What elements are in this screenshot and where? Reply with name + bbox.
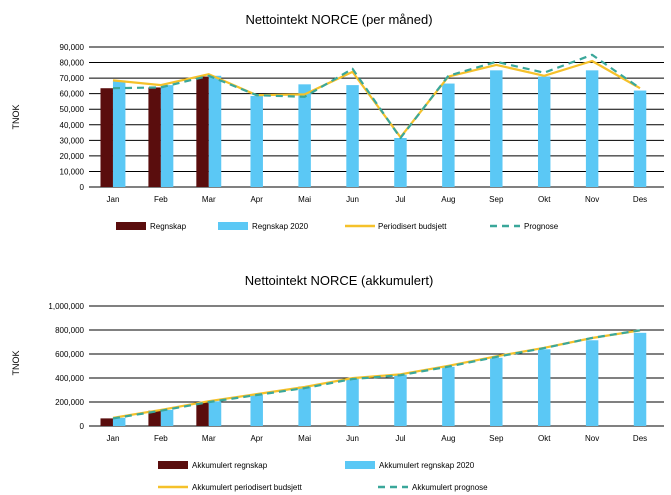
chart1-bar-regnskap-2020 bbox=[346, 85, 359, 187]
chart1-bar-regnskap-2020 bbox=[250, 96, 263, 187]
plot-layer: 0 10,000 20,000 30,000 40,000 50,000 60,000 70,… bbox=[48, 43, 664, 443]
chart1-xtick-label: Okt bbox=[538, 195, 551, 204]
chart1-ytick-label: 40,000 bbox=[60, 121, 85, 130]
chart2-bar-regnskap bbox=[148, 410, 161, 426]
chart1-ytick-label: 20,000 bbox=[60, 152, 85, 161]
chart2-bar-regnskap bbox=[196, 402, 209, 426]
legend-swatch-akk-regnskap bbox=[158, 461, 188, 469]
chart1-bar-regnskap-2020 bbox=[112, 80, 126, 187]
chart1-xtick-label: Feb bbox=[154, 195, 168, 204]
chart2-xtick-label: Okt bbox=[538, 434, 551, 443]
chart2-bar-regnskap-2020 bbox=[585, 340, 599, 426]
chart2-bar-regnskap bbox=[100, 418, 113, 426]
legend-swatch-regnskap bbox=[116, 222, 146, 230]
chart1-xtick-label: Des bbox=[633, 195, 647, 204]
chart1-bar-regnskap bbox=[148, 87, 161, 187]
chart1-xtick-label: Apr bbox=[250, 195, 263, 204]
chart1-xtick-label: Sep bbox=[489, 195, 504, 204]
chart1-bar-regnskap-2020 bbox=[537, 76, 551, 187]
chart1-xtick-label: Jul bbox=[395, 195, 405, 204]
chart1-ytick-label: 90,000 bbox=[60, 43, 85, 52]
chart2-xtick-label: Mar bbox=[202, 434, 216, 443]
chart1-bar-regnskap-2020 bbox=[585, 70, 599, 187]
chart2-bar-regnskap-2020 bbox=[633, 332, 647, 426]
chart2-xtick-label: Sep bbox=[489, 434, 504, 443]
chart1-bar-regnskap-2020 bbox=[633, 90, 647, 187]
chart2-bar-regnskap-2020 bbox=[298, 386, 311, 426]
chart2-bar-regnskap-2020 bbox=[537, 349, 551, 426]
chart1-bar-regnskap bbox=[196, 76, 209, 187]
chart2-bar-regnskap-2020 bbox=[208, 401, 222, 426]
chart1-bar-regnskap bbox=[100, 88, 113, 187]
chart1-xtick-label: Mai bbox=[298, 195, 311, 204]
chart1-bar-regnskap-2020 bbox=[160, 85, 174, 187]
chart1-bar-regnskap-2020 bbox=[442, 83, 455, 187]
chart2-xtick-label: Mai bbox=[298, 434, 311, 443]
legend-label-akk-budsjett: Akkumulert periodisert budsjett bbox=[192, 483, 303, 492]
chart1-ytick-label: 10,000 bbox=[60, 167, 85, 176]
chart2-bar-regnskap-2020 bbox=[160, 409, 174, 426]
chart1-prognose-line bbox=[112, 53, 641, 140]
chart1-xtick-label: Aug bbox=[441, 195, 455, 204]
chart2-bar-regnskap-2020 bbox=[112, 417, 126, 426]
chart1-xtick-label: Mar bbox=[202, 195, 216, 204]
legend-label-akk-regnskap-2020: Akkumulert regnskap 2020 bbox=[379, 461, 475, 470]
chart1-bar-regnskap-2020 bbox=[208, 75, 222, 187]
chart2-title: Nettointekt NORCE (akkumulert) bbox=[245, 273, 434, 288]
legend-label-budsjett: Periodisert budsjett bbox=[378, 222, 447, 231]
chart2-xtick-label: Aug bbox=[441, 434, 455, 443]
legend-swatch-regnskap-2020 bbox=[218, 222, 248, 230]
chart1-title: Nettointekt NORCE (per måned) bbox=[245, 12, 432, 27]
legend-swatch-akk-regnskap-2020 bbox=[345, 461, 375, 469]
chart2-ytick-label: 600,000 bbox=[55, 350, 84, 359]
chart1-bar-regnskap-2020 bbox=[298, 84, 311, 187]
chart2-bar-regnskap-2020 bbox=[250, 394, 263, 426]
legend-label-akk-prognose: Akkumulert prognose bbox=[412, 483, 488, 492]
chart2-xtick-label: Nov bbox=[585, 434, 599, 443]
chart2-bar-regnskap-2020 bbox=[346, 378, 359, 426]
chart1-xtick-label: Jan bbox=[107, 195, 120, 204]
legend-label-regnskap: Regnskap bbox=[150, 222, 187, 231]
legend-label-akk-regnskap: Akkumulert regnskap bbox=[192, 461, 268, 470]
chart2-bar-regnskap-2020 bbox=[442, 366, 455, 426]
chart2-ytick-label: 0 bbox=[80, 422, 85, 431]
chart2-xtick-label: Jul bbox=[395, 434, 405, 443]
chart2-ytick-label: 200,000 bbox=[55, 398, 84, 407]
chart1-ytick-label: 80,000 bbox=[60, 59, 85, 68]
chart2-ytick-label: 1,000,000 bbox=[48, 302, 84, 311]
chart2-xtick-label: Jan bbox=[107, 434, 120, 443]
chart2-xtick-label: Feb bbox=[154, 434, 168, 443]
chart1-budsjett-line bbox=[112, 59, 641, 139]
chart1-bar-regnskap-2020 bbox=[394, 138, 407, 187]
chart1-legend: Regnskap Regnskap 2020 Periodisert budsj… bbox=[116, 222, 559, 231]
legend-label-prognose: Prognose bbox=[524, 222, 559, 231]
chart2-budsjett-line bbox=[112, 329, 641, 419]
chart1-xtick-label: Jun bbox=[346, 195, 359, 204]
chart1-ytick-label: 50,000 bbox=[60, 105, 85, 114]
chart2-bar-regnskap-2020 bbox=[490, 357, 503, 426]
chart1-xtick-label: Nov bbox=[585, 195, 599, 204]
chart2-legend: Akkumulert regnskap Akkumulert regnskap … bbox=[158, 461, 488, 492]
chart1-ytick-label: 0 bbox=[80, 183, 85, 192]
chart2-xtick-label: Des bbox=[633, 434, 647, 443]
chart1-ytick-label: 60,000 bbox=[60, 90, 85, 99]
chart2-ytick-label: 400,000 bbox=[55, 374, 84, 383]
chart2-prognose-line bbox=[112, 329, 641, 420]
chart2-ytick-label: 800,000 bbox=[55, 326, 84, 335]
chart1-ylabel: TNOK bbox=[11, 104, 21, 129]
chart2-xtick-label: Jun bbox=[346, 434, 359, 443]
legend-label-regnskap-2020: Regnskap 2020 bbox=[252, 222, 309, 231]
chart1-bar-regnskap-2020 bbox=[490, 70, 503, 187]
chart2-xtick-label: Apr bbox=[250, 434, 263, 443]
chart2-bar-regnskap-2020 bbox=[394, 374, 407, 426]
chart2-ylabel: TNOK bbox=[11, 350, 21, 375]
chart1-ytick-label: 70,000 bbox=[60, 74, 85, 83]
chart1-ytick-label: 30,000 bbox=[60, 136, 85, 145]
